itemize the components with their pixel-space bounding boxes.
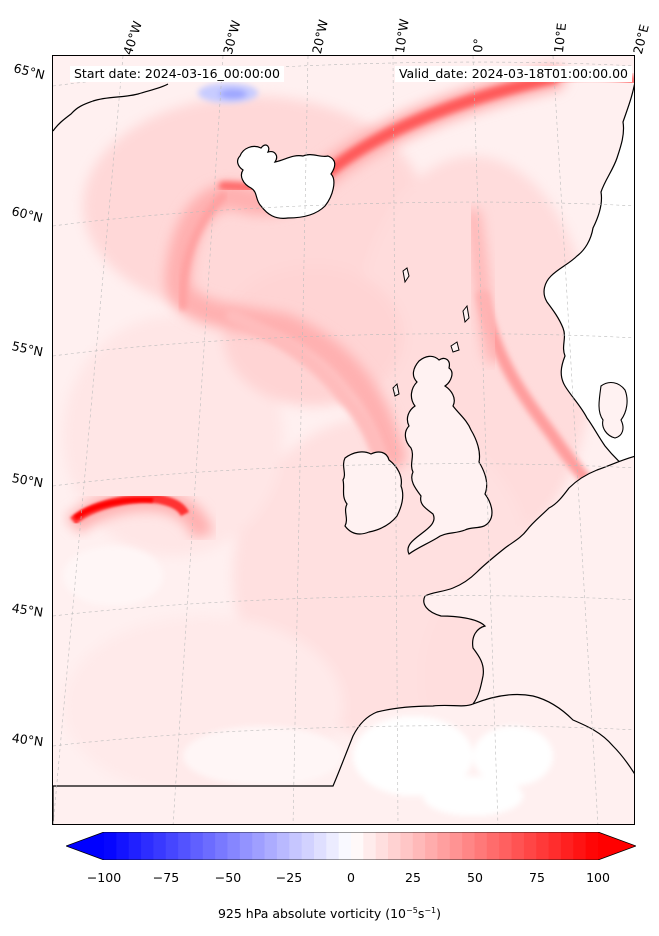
vorticity-map (53, 56, 634, 824)
colorbar-cell (227, 832, 241, 860)
mediterranean-coast (472, 693, 634, 774)
colorbar-cell (363, 832, 377, 860)
colorbar-cell (153, 832, 167, 860)
lon-label-10e: 10°E (551, 22, 570, 54)
colorbar-cell (449, 832, 463, 860)
great-britain-coast (404, 355, 493, 555)
colorbar-cells (104, 832, 599, 860)
colorbar-tick-label: 75 (529, 870, 545, 885)
denmark-coast (598, 381, 628, 439)
colorbar-tick-label: 0 (347, 870, 355, 885)
lat-label-45n: 45°N (10, 600, 45, 620)
valid-date-label: Valid_date: 2024-03-18T01:00:00.00 (394, 66, 632, 82)
colorbar-tick-label: −25 (275, 870, 303, 885)
colorbar-extend-low (66, 832, 104, 860)
colorbar-cell (585, 832, 599, 860)
northern-isles (392, 267, 470, 397)
colorbar-cell (202, 832, 216, 860)
colorbar-cell (264, 832, 278, 860)
colorbar-cell (560, 832, 574, 860)
colorbar-cell (301, 832, 315, 860)
graticule-lines (53, 56, 634, 824)
lon-label-20e: 20°E (630, 22, 652, 56)
colorbar-cell (252, 832, 266, 860)
colorbar-cell (326, 832, 340, 860)
colorbar-tick-label: 100 (586, 870, 610, 885)
lon-label-20w: 20°W (309, 18, 331, 56)
colorbar-tick-label: 25 (405, 870, 421, 885)
scandinavia-coast (543, 83, 634, 476)
colorbar-cell (462, 832, 475, 860)
colorbar-cell (499, 832, 513, 860)
lat-label-40n: 40°N (10, 730, 45, 750)
colorbar-cell (141, 832, 154, 860)
colorbar-cell (338, 832, 352, 860)
colorbar-cell (523, 832, 537, 860)
colorbar-cell (548, 832, 562, 860)
colorbar-cell (486, 832, 500, 860)
colorbar-cell (276, 832, 290, 860)
colorbar-tick-label: 50 (467, 870, 483, 885)
iceland-coast (237, 144, 336, 219)
colorbar-tick-label: −50 (214, 870, 242, 885)
colorbar-label: 925 hPa absolute vorticity (10−5s−1) (217, 906, 442, 922)
lat-label-50n: 50°N (10, 470, 45, 491)
start-date-label: Start date: 2024-03-16_00:00:00 (70, 66, 284, 82)
colorbar-cell (239, 832, 253, 860)
colorbar-tick-label: −100 (86, 870, 122, 885)
colorbar-cell (165, 832, 179, 860)
colorbar-cell (289, 832, 303, 860)
lat-label-55n: 55°N (10, 338, 45, 360)
colorbar-extend-high (598, 832, 636, 860)
colorbar-cell (511, 832, 525, 860)
colorbar-cell (425, 832, 438, 860)
colorbar-cell (116, 832, 130, 860)
colorbar-cell (351, 832, 364, 860)
lat-label-60n: 60°N (10, 203, 45, 226)
colorbar-cell (412, 832, 426, 860)
colorbar-cell (178, 832, 191, 860)
colorbar-cell (437, 832, 451, 860)
colorbar-cell (313, 832, 327, 860)
lon-label-30w: 30°W (220, 18, 244, 56)
colorbar (66, 832, 636, 860)
colorbar-cell (474, 832, 488, 860)
colorbar-cell (573, 832, 587, 860)
colorbar-cell (215, 832, 228, 860)
colorbar-cell (128, 832, 142, 860)
iberia-low-vorticity (353, 716, 553, 816)
lon-label-40w: 40°W (120, 19, 145, 57)
cyclone-streak (65, 488, 214, 540)
ireland-coast (342, 451, 404, 535)
lon-label-0: 0° (470, 37, 486, 54)
colorbar-cell (104, 832, 117, 860)
lat-label-65n: 65°N (12, 60, 47, 83)
map-panel (52, 55, 635, 825)
colorbar-tick-label: −75 (152, 870, 180, 885)
lon-label-10w: 10°W (392, 17, 412, 55)
colorbar-cell (190, 832, 204, 860)
colorbar-cell (375, 832, 389, 860)
colorbar-cell (400, 832, 414, 860)
colorbar-cell (536, 832, 550, 860)
colorbar-cell (388, 832, 401, 860)
